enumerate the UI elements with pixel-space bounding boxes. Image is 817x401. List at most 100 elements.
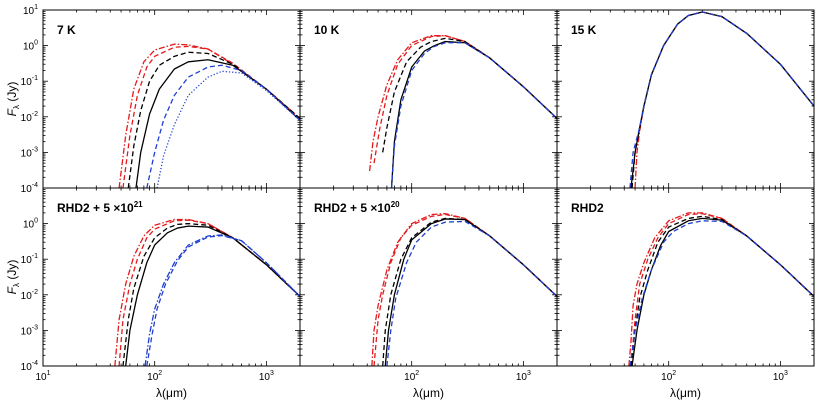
panel-6-title: RHD2 xyxy=(571,201,604,215)
panel-1-frame xyxy=(42,9,301,189)
x-tick-label-exp: 3 xyxy=(270,370,274,377)
panel-4-series xyxy=(114,218,300,366)
y-tick-label-exp: -4 xyxy=(32,182,38,189)
x-tick-label-base: 10 xyxy=(661,372,673,383)
x-tick-label-exp: 3 xyxy=(527,370,531,377)
x-tick-label-base: 10 xyxy=(773,372,785,383)
panel-6: RHD2 xyxy=(556,187,815,367)
x-tick-label: 103 xyxy=(259,370,274,383)
series-black_solid xyxy=(631,217,814,366)
y-axis-label-main: F xyxy=(5,108,19,116)
series-red_dashed xyxy=(373,213,557,366)
y-tick-label: 10-1 xyxy=(21,253,38,266)
series-black_solid xyxy=(630,11,814,188)
panel-2-title: 10 K xyxy=(314,23,340,37)
y-axis-label-main: F xyxy=(5,286,19,294)
y-tick-label-exp: -3 xyxy=(32,146,38,153)
panel-6-frame xyxy=(556,187,815,367)
y-tick-label-exp: -1 xyxy=(32,253,38,260)
x-tick-label-base: 10 xyxy=(35,372,47,383)
series-red_dashed xyxy=(122,45,300,188)
labels-layer: 10110010-110-210-310-410010-110-210-310-… xyxy=(5,4,788,400)
x-tick-label-exp: 1 xyxy=(47,370,51,377)
y-axis-label-unit: (Jy) xyxy=(5,82,19,105)
panel-5-series xyxy=(371,213,557,366)
x-axis-label: λ(μm) xyxy=(670,386,701,400)
x-tick-label-base: 10 xyxy=(147,372,159,383)
y-tick-label-base: 10 xyxy=(21,77,33,88)
y-tick-label-base: 10 xyxy=(23,220,35,231)
series-blue_dashed xyxy=(390,42,557,188)
y-tick-label-exp: -3 xyxy=(32,324,38,331)
x-tick-label: 101 xyxy=(35,370,50,383)
y-tick-label-exp: -2 xyxy=(32,289,38,296)
panel-title-text: 7 K xyxy=(57,23,76,37)
series-blue_dashed xyxy=(629,11,814,188)
series-black_dashed xyxy=(630,215,814,366)
y-tick-label: 101 xyxy=(23,4,38,17)
panel-title-exp: 21 xyxy=(134,200,143,209)
panel-6-series xyxy=(628,212,814,366)
x-tick-label: 102 xyxy=(661,370,676,383)
series-blue_dashed xyxy=(629,220,814,366)
y-tick-label-base: 10 xyxy=(21,184,33,195)
panel-3-series xyxy=(629,11,814,188)
y-axis-label: Fλ (Jy) xyxy=(5,82,21,117)
series-red_dashdot xyxy=(118,43,300,188)
x-tick-label-base: 10 xyxy=(259,372,271,383)
series-black_solid xyxy=(384,218,557,366)
x-tick-label-exp: 3 xyxy=(784,370,788,377)
y-tick-label: 10-3 xyxy=(21,324,38,337)
series-red_dashdot xyxy=(628,212,814,366)
series-blue_dotted xyxy=(156,70,300,188)
series-black_dashed xyxy=(122,222,300,366)
y-tick-label-base: 10 xyxy=(23,42,35,53)
series-blue_dashed xyxy=(146,234,300,366)
x-axis-label: λ(μm) xyxy=(156,386,187,400)
series-black_solid xyxy=(125,225,300,366)
series-black_dashed xyxy=(127,51,300,188)
y-tick-label-exp: -1 xyxy=(32,75,38,82)
x-tick-label: 102 xyxy=(404,370,419,383)
x-tick-label-base: 10 xyxy=(404,372,416,383)
panel-1-ticks xyxy=(42,9,301,189)
y-tick-label-base: 10 xyxy=(21,148,33,159)
series-red_dashed xyxy=(630,213,814,366)
y-tick-label-exp: 1 xyxy=(34,4,38,11)
series-blue_dashdot xyxy=(144,234,300,366)
x-tick-label: 103 xyxy=(516,370,531,383)
series-red_dashdot xyxy=(114,218,300,366)
y-tick-label: 10-2 xyxy=(21,111,38,124)
series-black_dashed xyxy=(631,11,814,188)
panel-title-exp: 20 xyxy=(391,200,400,209)
y-tick-label-base: 10 xyxy=(21,255,33,266)
y-axis-label: Fλ (Jy) xyxy=(5,260,21,295)
panels-layer: 7 K 10 K 15 K RHD2 + 5 ×1021 RHD2 + 5 ×1020 R… xyxy=(42,9,815,367)
panel-4: RHD2 + 5 ×1021 xyxy=(42,187,301,367)
y-axis-label-unit: (Jy) xyxy=(5,260,19,283)
series-red_dashdot xyxy=(634,11,814,188)
panel-1: 7 K xyxy=(42,9,301,189)
y-tick-label: 100 xyxy=(23,218,38,231)
series-black_dashed xyxy=(382,37,557,153)
series-blue_dashed xyxy=(146,64,300,188)
panel-1-title: 7 K xyxy=(57,23,76,37)
panel-title-text: 15 K xyxy=(571,23,597,37)
panel-2-series xyxy=(368,35,557,188)
x-tick-label-base: 10 xyxy=(516,372,528,383)
y-tick-label-base: 10 xyxy=(21,113,33,124)
panel-title-text: 10 K xyxy=(314,23,340,37)
panel-2: 10 K xyxy=(299,9,558,189)
panel-4-title: RHD2 + 5 ×1021 xyxy=(57,200,143,215)
series-red_dashed xyxy=(118,219,300,366)
y-tick-label: 100 xyxy=(23,40,38,53)
x-tick-label-exp: 2 xyxy=(158,370,162,377)
y-tick-label-exp: -4 xyxy=(32,360,38,367)
y-tick-label-base: 10 xyxy=(21,291,33,302)
y-tick-label-base: 10 xyxy=(23,6,35,17)
y-axis-label-sub: λ xyxy=(12,283,21,287)
panel-title-text: RHD2 + 5 ×10 xyxy=(314,201,391,215)
x-tick-label: 103 xyxy=(773,370,788,383)
series-black_dashed xyxy=(382,217,557,366)
